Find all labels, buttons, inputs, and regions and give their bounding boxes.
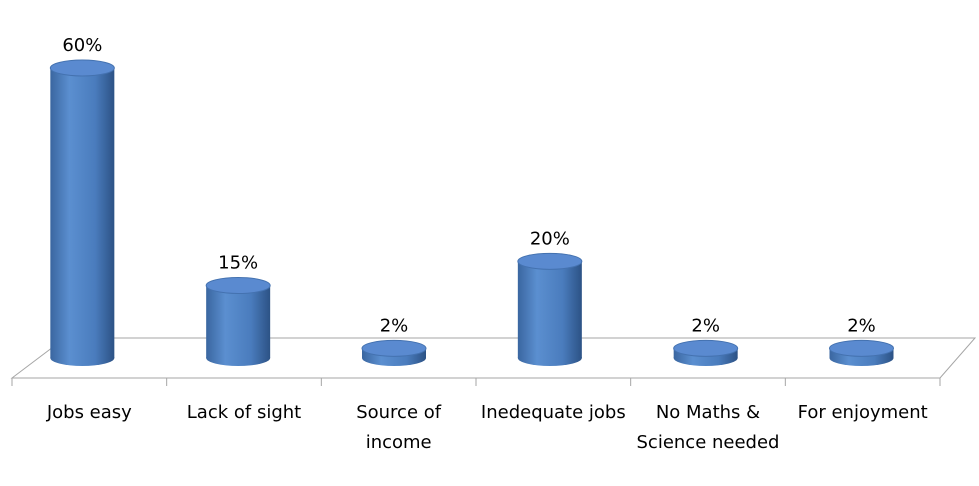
bar-top (673, 339, 739, 357)
bar-top (517, 252, 583, 270)
x-tick-label: For enjoyment (797, 402, 928, 423)
bar (517, 261, 582, 358)
value-label: 15% (218, 253, 258, 274)
bar-top (361, 339, 427, 357)
x-tick-label: No Maths & Science needed (636, 402, 780, 453)
value-label: 20% (530, 228, 570, 249)
bar (50, 68, 115, 358)
bar-top (49, 59, 115, 77)
x-tick-label: Inedequate jobs (480, 402, 626, 423)
value-label: 60% (62, 35, 102, 56)
x-tick-label: Jobs easy (46, 402, 132, 423)
value-label: 2% (847, 315, 876, 336)
value-label: 2% (380, 315, 409, 336)
x-tick-label: Lack of sight (186, 402, 302, 423)
bar-top (205, 277, 271, 294)
x-tick-label: Source of income (356, 402, 442, 453)
bar-top (829, 339, 894, 357)
value-label: 2% (691, 315, 720, 336)
bar (206, 285, 271, 358)
